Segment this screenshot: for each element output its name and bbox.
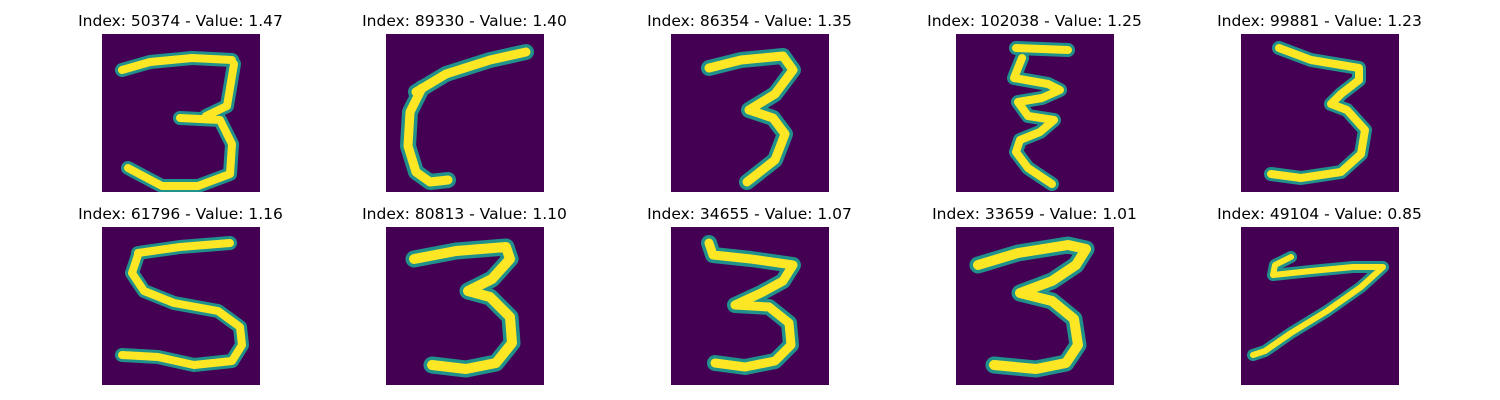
digit-panel-4: Index: 102038 - Value: 1.25 — [892, 11, 1177, 192]
digit-image-8 — [671, 227, 829, 385]
digit-image-7 — [386, 227, 544, 385]
digit-panel-8: Index: 34655 - Value: 1.07 — [607, 204, 892, 385]
digit-image-4 — [956, 34, 1114, 192]
panel-title-3: Index: 86354 - Value: 1.35 — [647, 12, 852, 30]
digit-image-5 — [1241, 34, 1399, 192]
digit-image-6 — [102, 227, 260, 385]
panel-title-1: Index: 50374 - Value: 1.47 — [78, 12, 283, 30]
digit-panel-7: Index: 80813 - Value: 1.10 — [322, 204, 607, 385]
panel-title-8: Index: 34655 - Value: 1.07 — [647, 205, 852, 223]
panel-title-5: Index: 99881 - Value: 1.23 — [1217, 12, 1422, 30]
digit-panel-1: Index: 50374 - Value: 1.47 — [38, 11, 323, 192]
digit-panel-2: Index: 89330 - Value: 1.40 — [322, 11, 607, 192]
panel-title-2: Index: 89330 - Value: 1.40 — [362, 12, 567, 30]
panel-title-6: Index: 61796 - Value: 1.16 — [78, 205, 283, 223]
digit-panel-10: Index: 49104 - Value: 0.85 — [1177, 204, 1462, 385]
panel-title-7: Index: 80813 - Value: 1.10 — [362, 205, 567, 223]
panel-title-4: Index: 102038 - Value: 1.25 — [927, 12, 1142, 30]
panel-title-10: Index: 49104 - Value: 0.85 — [1217, 205, 1422, 223]
digit-image-9 — [956, 227, 1114, 385]
digit-panel-9: Index: 33659 - Value: 1.01 — [892, 204, 1177, 385]
digit-panel-5: Index: 99881 - Value: 1.23 — [1177, 11, 1462, 192]
digit-panel-3: Index: 86354 - Value: 1.35 — [607, 11, 892, 192]
digit-image-2 — [386, 34, 544, 192]
digit-panel-6: Index: 61796 - Value: 1.16 — [38, 204, 323, 385]
digit-image-10 — [1241, 227, 1399, 385]
panel-title-9: Index: 33659 - Value: 1.01 — [932, 205, 1137, 223]
digit-image-1 — [102, 34, 260, 192]
digit-image-3 — [671, 34, 829, 192]
